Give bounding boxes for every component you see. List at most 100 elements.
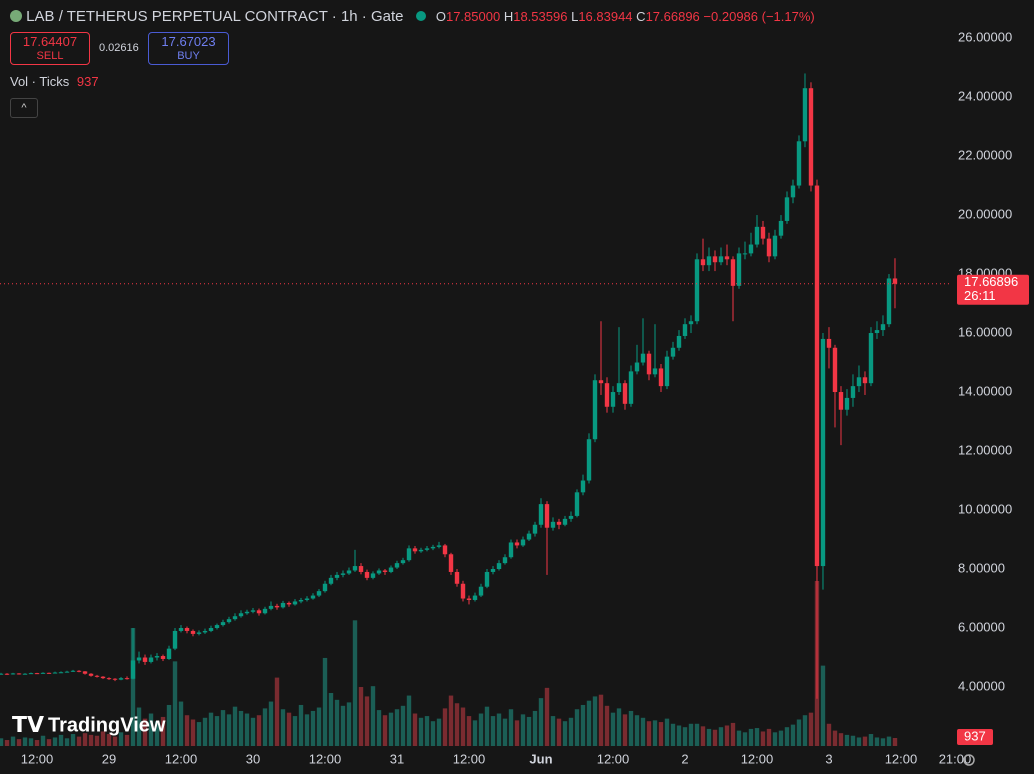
volume-bar (508, 709, 514, 746)
candle-body (262, 608, 268, 614)
logo-text: TradingView (48, 714, 166, 736)
candle-body (88, 673, 94, 676)
volume-bar (646, 721, 652, 746)
volume-bar (622, 714, 628, 746)
volume-legend-label: Vol · Ticks (10, 74, 70, 89)
candle-body (538, 504, 544, 525)
candle-body (508, 542, 514, 558)
candle-body (316, 591, 322, 596)
candle-body (184, 628, 190, 631)
y-tick-label: 10.00000 (958, 501, 1012, 516)
y-tick-label: 4.00000 (958, 678, 1005, 693)
candle-body (4, 673, 10, 675)
candle-body (610, 392, 616, 407)
candle-body (556, 521, 562, 525)
volume-bar (664, 718, 670, 746)
volume-bar (610, 712, 616, 746)
volume-bar (598, 694, 604, 746)
ohlc-value: 17.66896 (645, 9, 700, 24)
candle-body (274, 605, 280, 608)
volume-bar (538, 698, 544, 746)
candle-body (100, 676, 106, 679)
candle-body (622, 383, 628, 404)
volume-bar (316, 707, 322, 746)
spread: 0.02616 (99, 42, 139, 54)
candle-body (586, 439, 592, 481)
candle-body (142, 657, 148, 662)
volume-bar (190, 719, 196, 746)
candle-body (322, 583, 328, 592)
candle-body (484, 571, 490, 587)
volume-bar (460, 707, 466, 746)
volume-bar (808, 712, 814, 746)
candle-body (694, 259, 700, 322)
collapse-button[interactable]: ^ (10, 98, 38, 118)
sell-button[interactable]: 17.64407 SELL (10, 32, 90, 65)
volume-bar (292, 716, 298, 746)
candle-body (298, 599, 304, 602)
y-tick-label: 8.00000 (958, 560, 1005, 575)
volume-bar (874, 737, 880, 746)
volume-bar (832, 730, 838, 746)
volume-bar (502, 718, 508, 746)
settings-icon[interactable] (963, 754, 975, 766)
volume-bar (256, 715, 262, 746)
volume-bar (280, 709, 286, 746)
ohlc-key: C (636, 9, 646, 24)
candle-body (160, 656, 166, 659)
volume-bar (562, 721, 568, 746)
candle-body (742, 253, 748, 255)
candle-body (22, 673, 28, 675)
candle-body (658, 368, 664, 387)
volume-bar (64, 738, 70, 746)
volume-bar (364, 696, 370, 746)
candle-body (0, 673, 4, 675)
volume-bar (166, 704, 172, 746)
candle-body (766, 238, 772, 257)
volume-bar (208, 712, 214, 746)
candle-body (580, 480, 586, 493)
time-axis (0, 746, 1034, 774)
ohlc-value: 17.85000 (445, 9, 501, 24)
volume-bar (526, 716, 532, 746)
volume-bar (382, 715, 388, 746)
candle-body (280, 602, 286, 608)
volume-bar (688, 723, 694, 746)
candle-body (214, 625, 220, 629)
candle-body (370, 573, 376, 578)
candle-body (58, 672, 64, 674)
candle-body (16, 673, 22, 675)
y-tick-label: 20.00000 (958, 206, 1012, 221)
volume-bar (358, 687, 364, 746)
price-axis (950, 0, 1034, 774)
y-tick-label: 6.00000 (958, 619, 1005, 634)
volume-legend: Vol · Ticks 937 (10, 74, 99, 89)
price-label-box (957, 274, 1029, 305)
volume-bar (442, 708, 448, 746)
volume-bar (310, 710, 316, 746)
candle-body (400, 560, 406, 564)
candle-body (862, 377, 868, 384)
volume-bar (448, 695, 454, 746)
candle-body (28, 673, 34, 675)
buy-button[interactable]: 17.67023 BUY (148, 32, 229, 65)
volume-bar (10, 736, 16, 746)
volume-bar (616, 708, 622, 746)
candle-body (94, 675, 100, 677)
volume-bar (118, 732, 124, 746)
candle-body (748, 244, 754, 254)
y-tick-label: 22.00000 (958, 147, 1012, 162)
volume-bar (862, 736, 868, 746)
volume-bar (472, 720, 478, 746)
volume-bar (412, 713, 418, 746)
candle-body (70, 670, 76, 672)
volume-bar (34, 740, 40, 746)
volume-bar (556, 718, 562, 746)
volume-bar (142, 718, 148, 746)
volume-bar (346, 702, 352, 746)
candle-body (880, 324, 886, 331)
y-tick-label: 24.00000 (958, 88, 1012, 103)
volume-bar (634, 715, 640, 746)
candle-body (808, 88, 814, 186)
candle-body (10, 673, 16, 675)
